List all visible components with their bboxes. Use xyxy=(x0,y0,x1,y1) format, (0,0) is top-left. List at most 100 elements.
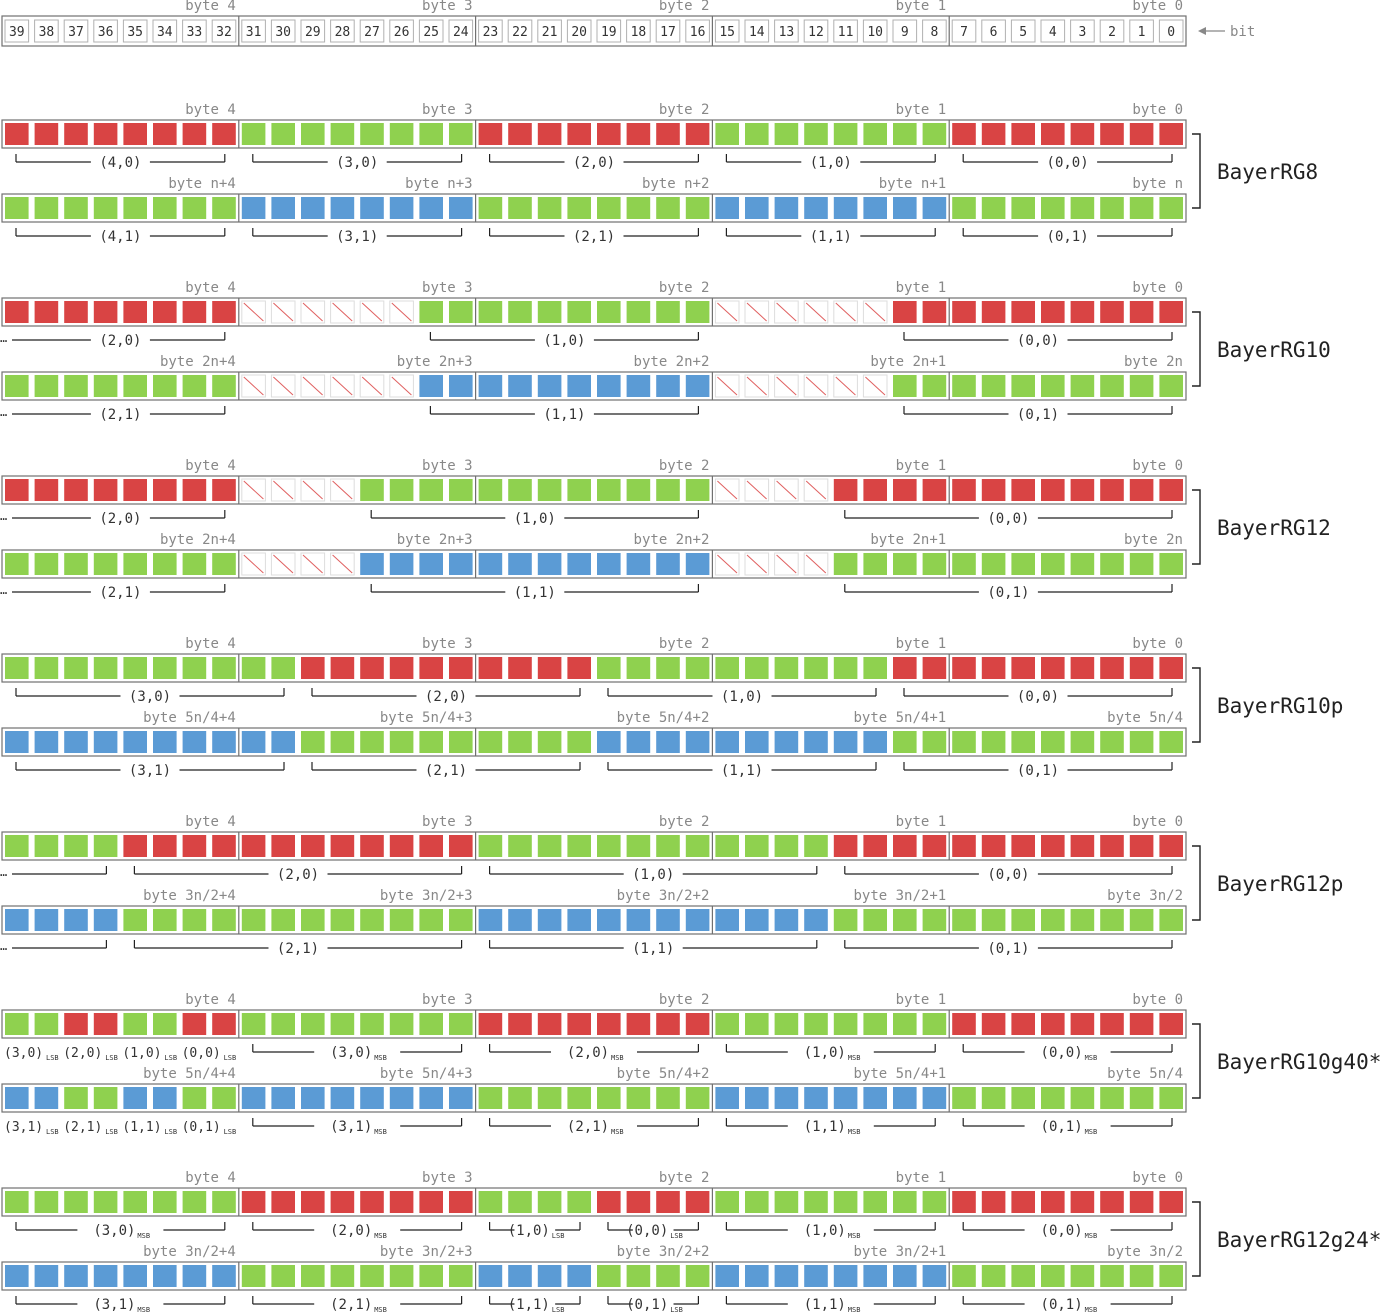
red-bit xyxy=(508,123,532,145)
pixel-row: byte 3n/2+4 byte 3n/2+3 byte 3n/2+2 byte 3n… xyxy=(1,1244,1187,1314)
padding-bit xyxy=(803,552,829,576)
padding-bit xyxy=(744,478,770,502)
bit-number: 2 xyxy=(1108,25,1116,40)
format-bayerrg10: byte 4 byte 3 byte 2 byte 1 byte 0 … (2,0) (1,0… xyxy=(0,280,1331,423)
blue-bit xyxy=(449,197,473,219)
red-bit xyxy=(153,835,177,857)
green-bit xyxy=(863,1191,887,1213)
red-bit xyxy=(863,835,887,857)
bit-number: 12 xyxy=(808,25,824,40)
red-bit xyxy=(626,1013,651,1035)
red-bit xyxy=(597,1013,621,1035)
red-bit xyxy=(153,301,177,323)
bit-number: 6 xyxy=(990,25,998,40)
green-bit xyxy=(745,1191,769,1213)
green-bit xyxy=(1129,375,1154,397)
blue-bit xyxy=(745,909,769,931)
blue-bit xyxy=(330,1087,355,1109)
green-bit xyxy=(922,1191,947,1213)
lsb-pixel-label: (1,1) xyxy=(122,1120,161,1135)
red-bit xyxy=(241,1191,266,1213)
red-bit xyxy=(1129,123,1154,145)
byte-label: byte 3 xyxy=(422,814,473,830)
bit-cell xyxy=(981,19,1006,43)
bit-cell xyxy=(685,19,710,43)
pixel-bracket: (3,1) xyxy=(252,228,463,245)
green-bit xyxy=(981,909,1006,931)
red-bit xyxy=(123,835,147,857)
bracket-subscript: LSB xyxy=(670,1232,683,1240)
red-bit xyxy=(1100,123,1124,145)
red-bit xyxy=(1159,301,1183,323)
green-bit xyxy=(952,1265,976,1287)
pixel-row: byte n+4 byte n+3 byte n+2 byte n+1 byte n (4… xyxy=(1,176,1187,245)
red-bit xyxy=(1070,1191,1095,1213)
green-bit xyxy=(241,123,266,145)
padding-bit xyxy=(833,374,858,398)
green-bit xyxy=(419,731,443,753)
green-bit xyxy=(567,479,591,501)
bit-number: 9 xyxy=(901,25,909,40)
pixel-bracket: (0,1) MSB xyxy=(962,1118,1173,1136)
green-bit xyxy=(153,1191,177,1213)
padding-bit xyxy=(300,374,326,398)
header-byte-label: byte 3 xyxy=(422,0,473,14)
bracket-label: (3,1) xyxy=(129,763,171,779)
byte-label: byte 3n/2+3 xyxy=(380,1244,473,1260)
row-frame xyxy=(1,549,1187,579)
padding-bit xyxy=(241,374,266,398)
blue-bit xyxy=(34,1087,59,1109)
blue-bit xyxy=(656,553,680,575)
red-bit xyxy=(64,479,88,501)
bit-cell xyxy=(418,19,444,43)
green-bit xyxy=(597,1265,621,1287)
lsb-label: (2,0) LSB xyxy=(63,1046,118,1062)
red-bit xyxy=(419,835,443,857)
header-byte-label: byte 4 xyxy=(185,0,236,14)
blue-bit xyxy=(715,731,739,753)
bit-cell xyxy=(1158,19,1184,43)
pixel-bracket: (1,1) LSB xyxy=(489,1296,581,1314)
byte-label: byte 5n/4+4 xyxy=(143,710,236,726)
pixel-row: byte 3n/2+4 byte 3n/2+3 byte 3n/2+2 byte 3n… xyxy=(0,888,1187,957)
bit-cell xyxy=(122,19,148,43)
green-bit xyxy=(774,1191,799,1213)
green-bit xyxy=(389,479,414,501)
green-bit xyxy=(1070,909,1095,931)
green-bit xyxy=(626,197,651,219)
red-bit xyxy=(153,479,177,501)
red-bit xyxy=(952,835,976,857)
bit-number: 1 xyxy=(1138,25,1146,40)
bit-number: 32 xyxy=(216,25,232,40)
blue-bit xyxy=(182,731,207,753)
red-bit xyxy=(1011,479,1035,501)
byte-label: byte 2n+1 xyxy=(870,354,946,370)
blue-bit xyxy=(64,1265,88,1287)
green-bit xyxy=(981,731,1006,753)
blue-bit xyxy=(537,553,562,575)
blue-bit xyxy=(389,197,414,219)
green-bit xyxy=(981,1087,1006,1109)
red-bit xyxy=(1100,1013,1124,1035)
blue-bit xyxy=(833,731,858,753)
padding-bit xyxy=(241,300,266,324)
pixel-bracket: (1,0) xyxy=(370,510,700,527)
blue-bit xyxy=(508,909,532,931)
bit-number: 11 xyxy=(838,25,854,40)
green-bit xyxy=(685,301,710,323)
green-bit xyxy=(1070,1087,1095,1109)
red-bit xyxy=(922,479,947,501)
format-name: BayerRG12g24* xyxy=(1217,1228,1381,1252)
bracket-subscript: MSB xyxy=(1085,1306,1098,1314)
pixel-bracket: (2,1) xyxy=(311,762,581,779)
green-bit xyxy=(833,1013,858,1035)
red-bit xyxy=(419,1191,443,1213)
bit-cell xyxy=(862,19,888,43)
bracket-label: (0,0) xyxy=(987,511,1029,527)
red-bit xyxy=(1159,657,1183,679)
lsb-label: (3,1) LSB xyxy=(4,1120,59,1136)
bit-number: 10 xyxy=(867,25,883,40)
green-bit xyxy=(153,1013,177,1035)
green-bit xyxy=(153,657,177,679)
blue-bit xyxy=(774,197,799,219)
